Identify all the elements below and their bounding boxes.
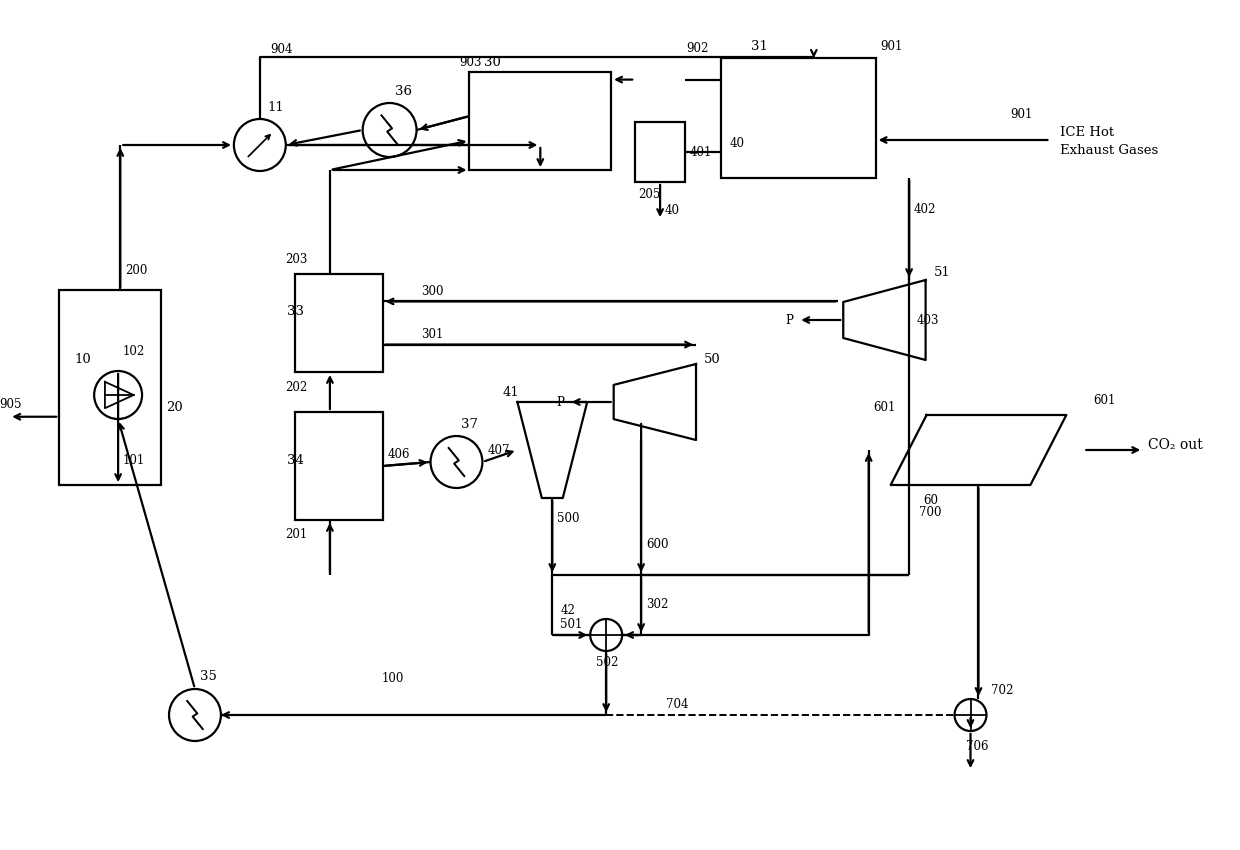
Text: 33: 33 [286, 305, 304, 318]
Text: 600: 600 [646, 539, 668, 552]
Text: P: P [785, 314, 794, 326]
Circle shape [955, 699, 987, 731]
Text: 501: 501 [560, 617, 583, 631]
Circle shape [169, 689, 221, 741]
Text: 601: 601 [1094, 394, 1116, 406]
Text: 902: 902 [686, 42, 708, 54]
Text: 36: 36 [394, 84, 412, 98]
Text: 11: 11 [268, 100, 284, 114]
Text: 903: 903 [460, 55, 482, 69]
Text: 403: 403 [918, 314, 940, 326]
Text: 407: 407 [487, 444, 510, 456]
Text: 50: 50 [704, 353, 720, 366]
Text: 401: 401 [689, 145, 713, 158]
Polygon shape [517, 402, 588, 498]
Text: 42: 42 [560, 604, 575, 617]
Text: Exhaust Gases: Exhaust Gases [1060, 144, 1158, 156]
Polygon shape [614, 364, 696, 440]
Polygon shape [890, 415, 1066, 485]
Text: 502: 502 [596, 656, 619, 670]
Bar [295, 274, 383, 372]
Text: 60: 60 [924, 494, 939, 507]
Text: 40: 40 [730, 137, 745, 150]
Text: 100: 100 [382, 672, 404, 685]
Text: 35: 35 [200, 671, 217, 683]
Bar [295, 412, 383, 520]
Circle shape [234, 119, 285, 171]
Text: 51: 51 [934, 265, 950, 279]
Bar [720, 58, 875, 178]
Text: 905: 905 [0, 399, 22, 411]
Circle shape [362, 103, 417, 157]
Bar [635, 122, 684, 182]
Text: 101: 101 [123, 454, 145, 467]
Text: 402: 402 [914, 202, 936, 216]
Text: 34: 34 [286, 454, 304, 468]
Polygon shape [843, 280, 925, 360]
Text: 30: 30 [485, 55, 501, 69]
Text: 20: 20 [166, 400, 182, 413]
Bar [470, 72, 611, 170]
Text: 500: 500 [557, 512, 580, 524]
Text: 31: 31 [751, 39, 768, 53]
Text: 704: 704 [666, 699, 688, 711]
Text: 201: 201 [285, 529, 308, 541]
Text: 301: 301 [422, 328, 444, 341]
Text: P: P [556, 395, 564, 409]
Text: 10: 10 [74, 353, 91, 366]
Text: 702: 702 [992, 684, 1014, 698]
Text: 706: 706 [966, 740, 988, 752]
Text: CO₂ out: CO₂ out [1148, 438, 1203, 452]
Text: 601: 601 [874, 400, 897, 413]
Text: 901: 901 [1011, 107, 1033, 121]
Text: 203: 203 [285, 252, 308, 265]
Text: 901: 901 [880, 39, 903, 53]
Text: 37: 37 [461, 417, 479, 430]
Text: 302: 302 [646, 598, 668, 611]
Text: ICE Hot: ICE Hot [1060, 126, 1115, 139]
Text: 904: 904 [270, 42, 293, 55]
Text: 406: 406 [388, 447, 410, 461]
Text: 41: 41 [502, 386, 520, 399]
Text: 102: 102 [123, 344, 145, 358]
Text: 300: 300 [422, 285, 444, 298]
Text: 200: 200 [125, 264, 148, 276]
Circle shape [94, 371, 143, 419]
Circle shape [430, 436, 482, 488]
Text: 700: 700 [919, 507, 941, 519]
Circle shape [590, 619, 622, 651]
Text: 205: 205 [639, 188, 661, 201]
Text: 202: 202 [285, 381, 308, 394]
Bar [60, 290, 161, 485]
Text: 40: 40 [665, 203, 680, 217]
